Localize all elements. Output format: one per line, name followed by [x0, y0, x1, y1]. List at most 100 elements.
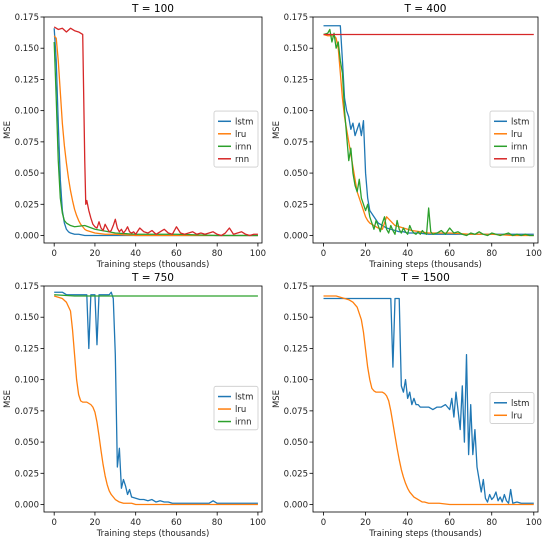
y-tick-label: 0.075 — [284, 407, 308, 417]
chart-title: T = 100 — [131, 3, 174, 15]
y-tick-label: 0.150 — [284, 44, 308, 54]
y-tick-label: 0.075 — [15, 138, 39, 148]
x-tick-label: 40 — [130, 249, 141, 259]
legend: lstm lru irnn rnn — [489, 110, 535, 168]
x-tick-label: 20 — [360, 518, 371, 528]
legend-label: lru — [511, 130, 522, 140]
x-tick-label: 0 — [321, 518, 326, 528]
y-axis-label: MSE — [272, 121, 282, 139]
x-axis-label: Training steps (thousands) — [368, 529, 482, 538]
y-tick-label: 0.175 — [15, 13, 39, 23]
legend-label: lru — [235, 405, 246, 415]
y-tick-label: 0.175 — [284, 13, 308, 23]
plot-frame — [43, 285, 263, 513]
y-axis-label: MSE — [272, 390, 282, 408]
y-tick-label: 0.025 — [284, 200, 308, 210]
x-axis-label: Training steps (thousands) — [96, 260, 210, 270]
legend-label: rnn — [511, 155, 525, 165]
x-tick-label: 20 — [90, 249, 101, 259]
plot-frame — [312, 16, 539, 244]
x-tick-label: 60 — [171, 249, 182, 259]
y-tick-label: 0.125 — [15, 75, 39, 85]
x-tick-label: 40 — [402, 249, 413, 259]
y-axis-label: MSE — [3, 390, 13, 408]
x-tick-label: 80 — [212, 518, 223, 528]
y-tick-label: 0.025 — [15, 200, 39, 210]
chart-panel-3: 0 20 40 60 80 100 0.000 0.025 0.050 0.075 0.100 0.1… — [3, 272, 266, 538]
series-line-irnn — [323, 28, 534, 237]
x-axis-label: Training steps (thousands) — [96, 529, 210, 538]
series-group — [53, 26, 258, 237]
y-tick-label: 0.000 — [284, 232, 308, 242]
x-tick-label: 0 — [321, 249, 326, 259]
legend-label: rnn — [235, 155, 249, 165]
series-line-lru — [53, 35, 258, 237]
series-line-rnn — [53, 26, 258, 237]
x-tick-label: 20 — [360, 249, 371, 259]
legend: lstm lru irnn — [213, 385, 259, 431]
series-line-lstm — [323, 297, 534, 504]
legend: lstm lru — [489, 392, 535, 424]
series-group — [323, 25, 534, 237]
x-tick-label: 100 — [250, 249, 266, 259]
y-tick-label: 0.025 — [284, 469, 308, 479]
x-tick-label: 80 — [486, 249, 497, 259]
x-tick-label: 100 — [526, 249, 542, 259]
x-tick-label: 40 — [130, 518, 141, 528]
legend-label: irnn — [235, 142, 251, 152]
legend-label: lru — [511, 411, 522, 421]
legend-box — [213, 110, 259, 168]
legend-label: irnn — [511, 142, 527, 152]
y-tick-label: 0.150 — [15, 44, 39, 54]
y-tick-label: 0.000 — [284, 501, 308, 511]
legend-label: irnn — [235, 418, 251, 428]
x-tick-label: 0 — [51, 249, 56, 259]
y-tick-label: 0.050 — [15, 438, 39, 448]
legend-label: lstm — [235, 117, 253, 127]
series-group — [53, 291, 258, 506]
y-tick-label: 0.075 — [15, 407, 39, 417]
y-tick-label: 0.125 — [284, 344, 308, 354]
chart-panel-2: 0 20 40 60 80 100 0.000 0.025 0.050 0.075 0.100 0.1… — [272, 3, 542, 270]
plot-frame — [312, 285, 539, 513]
y-tick-label: 0.100 — [15, 376, 39, 386]
x-tick-label: 60 — [444, 249, 455, 259]
plot-frame — [43, 16, 263, 244]
chart-title: T = 1500 — [400, 272, 450, 284]
legend-label: lstm — [235, 393, 253, 403]
series-line-lru — [53, 295, 258, 506]
legend-label: lstm — [511, 117, 529, 127]
chart-panel-1: 0 20 40 60 80 100 0.000 0.025 0.050 0.075 0.100 0.1… — [3, 3, 266, 270]
x-tick-label: 60 — [171, 518, 182, 528]
y-tick-label: 0.050 — [284, 169, 308, 179]
y-tick-label: 0.100 — [284, 107, 308, 117]
chart-title: T = 400 — [404, 3, 447, 15]
x-tick-label: 60 — [444, 518, 455, 528]
y-tick-label: 0.000 — [15, 232, 39, 242]
x-tick-label: 0 — [51, 518, 56, 528]
x-tick-label: 80 — [212, 249, 223, 259]
series-line-lstm — [323, 25, 534, 235]
y-tick-label: 0.175 — [284, 282, 308, 292]
legend-label: lstm — [511, 399, 529, 409]
y-axis-label: MSE — [3, 121, 13, 139]
y-tick-label: 0.150 — [15, 313, 39, 323]
y-tick-label: 0.100 — [15, 107, 39, 117]
legend-label: lru — [235, 130, 246, 140]
y-tick-label: 0.050 — [15, 169, 39, 179]
x-tick-label: 100 — [250, 518, 266, 528]
x-tick-label: 40 — [402, 518, 413, 528]
series-line-irnn — [54, 294, 258, 297]
y-tick-label: 0.100 — [284, 376, 308, 386]
y-tick-label: 0.050 — [284, 438, 308, 448]
x-tick-label: 20 — [90, 518, 101, 528]
series-line-lru — [323, 295, 534, 506]
y-tick-label: 0.150 — [284, 313, 308, 323]
y-tick-label: 0.075 — [284, 138, 308, 148]
x-tick-label: 80 — [486, 518, 497, 528]
x-tick-label: 100 — [526, 518, 542, 528]
y-tick-label: 0.125 — [15, 344, 39, 354]
y-tick-label: 0.025 — [15, 469, 39, 479]
y-tick-label: 0.000 — [15, 501, 39, 511]
